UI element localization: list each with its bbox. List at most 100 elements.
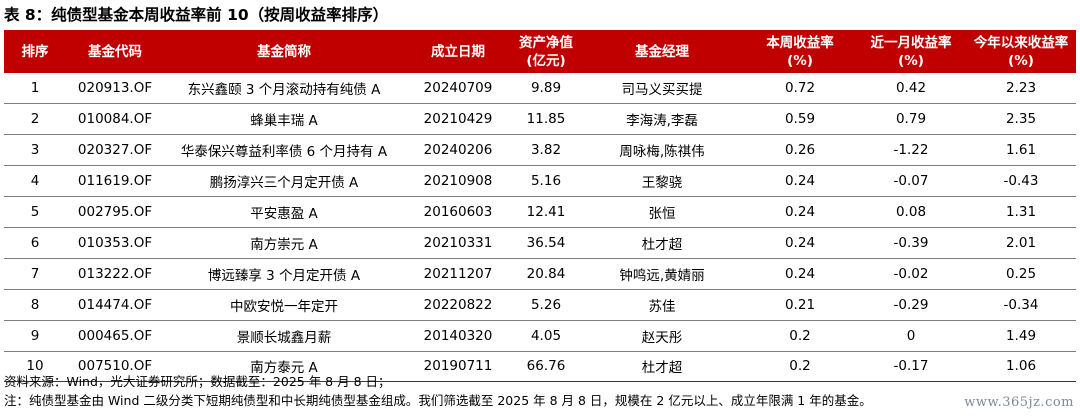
table-cell: 1 bbox=[4, 73, 66, 105]
column-header-unit: (%) bbox=[1008, 52, 1034, 69]
column-header-unit: (%) bbox=[898, 52, 924, 69]
table-cell: 20210429 bbox=[404, 103, 512, 136]
table-body: 1 020913.OF 东兴鑫颐 3 个月滚动持有纯债 A 20240709 9.89 司… bbox=[4, 73, 1076, 383]
table-cell: 博远臻享 3 个月定开债 A bbox=[164, 258, 404, 290]
table-cell: 1.49 bbox=[966, 320, 1076, 352]
table-cell: 000465.OF bbox=[66, 320, 164, 352]
table-row: 1 020913.OF 东兴鑫颐 3 个月滚动持有纯债 A 20240709 9.89 司… bbox=[4, 73, 1076, 105]
table-cell: 020913.OF bbox=[66, 73, 164, 105]
table-cell: 5.16 bbox=[512, 165, 580, 198]
table-cell: 0 bbox=[856, 320, 966, 352]
column-header-label: 本周收益率 bbox=[766, 34, 834, 51]
column-header-label: 近一月收益率 bbox=[870, 34, 952, 51]
footnote: 注：纯债型基金由 Wind 二级分类下短期纯债型和中长期纯债型基金组成。我们筛选… bbox=[4, 393, 872, 408]
table-cell: 10 bbox=[4, 351, 66, 383]
table-cell: -0.43 bbox=[966, 165, 1076, 198]
table-title: 表 8：纯债型基金本周收益率前 10（按周收益率排序） bbox=[4, 6, 389, 24]
column-header-unit: (亿元) bbox=[526, 52, 566, 69]
table-row: 5 002795.OF 平安惠盈 A 20160603 12.41 张恒 0.24 0.08 1… bbox=[4, 196, 1076, 228]
column-header: 基金代码 bbox=[66, 30, 164, 73]
table-cell: 0.59 bbox=[744, 103, 856, 136]
column-header-label: 基金代码 bbox=[88, 43, 142, 60]
table-cell: 66.76 bbox=[512, 351, 580, 383]
source-note: 资料来源：Wind，光大证券研究所；数据截至：2025 年 8 月 8 日； bbox=[4, 374, 391, 389]
column-header-label: 今年以来收益率 bbox=[973, 34, 1069, 51]
table-cell: 5.26 bbox=[512, 289, 580, 321]
table-cell: 010353.OF bbox=[66, 227, 164, 259]
table-cell: 9 bbox=[4, 320, 66, 352]
table-cell: 014474.OF bbox=[66, 289, 164, 321]
table-row: 2 010084.OF 蜂巢丰瑞 A 20210429 11.85 李海涛,李磊 0.59 0… bbox=[4, 103, 1076, 136]
table-cell: 杜才超 bbox=[580, 351, 744, 383]
column-header-unit: (%) bbox=[787, 52, 813, 69]
table-cell: 2 bbox=[4, 103, 66, 136]
table-cell: 0.79 bbox=[856, 103, 966, 136]
table-row: 4 011619.OF 鹏扬淳兴三个月定开债 A 20210908 5.16 王黎骁 0.2… bbox=[4, 165, 1076, 198]
table-cell: 中欧安悦一年定开 bbox=[164, 289, 404, 321]
table-cell: 0.2 bbox=[744, 351, 856, 383]
table-cell: -0.39 bbox=[856, 227, 966, 259]
table-cell: 1.61 bbox=[966, 134, 1076, 167]
table-cell: -1.22 bbox=[856, 134, 966, 167]
table-cell: 36.54 bbox=[512, 227, 580, 259]
table-cell: 011619.OF bbox=[66, 165, 164, 198]
column-header-label: 成立日期 bbox=[431, 43, 485, 60]
table-row: 7 013222.OF 博远臻享 3 个月定开债 A 20211207 20.84 钟鸣远… bbox=[4, 258, 1076, 290]
table-cell: 景顺长城鑫月薪 bbox=[164, 320, 404, 352]
table-cell: 013222.OF bbox=[66, 258, 164, 290]
table-cell: 司马义买买提 bbox=[580, 73, 744, 105]
table-cell: -0.07 bbox=[856, 165, 966, 198]
table-cell: 010084.OF bbox=[66, 103, 164, 136]
table-cell: 华泰保兴尊益利率债 6 个月持有 A bbox=[164, 134, 404, 167]
table-cell: 苏佳 bbox=[580, 289, 744, 321]
table-cell: 李海涛,李磊 bbox=[580, 103, 744, 136]
table-cell: -0.29 bbox=[856, 289, 966, 321]
table-cell: 1.06 bbox=[966, 351, 1076, 383]
table-cell: 020327.OF bbox=[66, 134, 164, 167]
table-cell: 20240709 bbox=[404, 73, 512, 105]
table-cell: 钟鸣远,黄婧丽 bbox=[580, 258, 744, 290]
table-cell: 0.26 bbox=[744, 134, 856, 167]
table-cell: 0.24 bbox=[744, 196, 856, 228]
column-header-label: 基金经理 bbox=[635, 43, 689, 60]
table-cell: 3.82 bbox=[512, 134, 580, 167]
table-cell: 20190711 bbox=[404, 351, 512, 383]
table-notes: 资料来源：Wind，光大证券研究所；数据截至：2025 年 8 月 8 日； 注… bbox=[4, 372, 872, 410]
table-cell: 8 bbox=[4, 289, 66, 321]
table-cell: 1.31 bbox=[966, 196, 1076, 228]
column-header: 本周收益率 (%) bbox=[744, 30, 856, 73]
table-cell: 周咏梅,陈祺伟 bbox=[580, 134, 744, 167]
table-cell: 2.35 bbox=[966, 103, 1076, 136]
table-cell: 蜂巢丰瑞 A bbox=[164, 103, 404, 136]
table-cell: 0.72 bbox=[744, 73, 856, 105]
table-cell: 6 bbox=[4, 227, 66, 259]
column-header: 基金简称 bbox=[164, 30, 404, 73]
table-cell: 20211207 bbox=[404, 258, 512, 290]
table-cell: 20140320 bbox=[404, 320, 512, 352]
table-cell: -0.17 bbox=[856, 351, 966, 383]
table-cell: 南方泰元 A bbox=[164, 351, 404, 383]
table-row: 10 007510.OF 南方泰元 A 20190711 66.76 杜才超 0.2 -0.1… bbox=[4, 351, 1076, 383]
table-cell: 20210908 bbox=[404, 165, 512, 198]
column-header: 资产净值 (亿元) bbox=[512, 30, 580, 73]
table-cell: 002795.OF bbox=[66, 196, 164, 228]
table-cell: 20160603 bbox=[404, 196, 512, 228]
table-cell: 杜才超 bbox=[580, 227, 744, 259]
table-cell: 20220822 bbox=[404, 289, 512, 321]
table-cell: 平安惠盈 A bbox=[164, 196, 404, 228]
table-cell: 2.01 bbox=[966, 227, 1076, 259]
table-row: 8 014474.OF 中欧安悦一年定开 20220822 5.26 苏佳 0.21 -0.2… bbox=[4, 289, 1076, 321]
column-header: 今年以来收益率 (%) bbox=[966, 30, 1076, 73]
table-cell: 7 bbox=[4, 258, 66, 290]
fund-ranking-table: 排序 基金代码 基金简称 成立日期 资产净值 (亿元) 基金经理 本周收益率 (%) 近一月收益率… bbox=[4, 30, 1076, 383]
table-cell: 0.2 bbox=[744, 320, 856, 352]
column-header-label: 基金简称 bbox=[257, 43, 311, 60]
table-cell: 007510.OF bbox=[66, 351, 164, 383]
table-cell: 0.42 bbox=[856, 73, 966, 105]
table-cell: 11.85 bbox=[512, 103, 580, 136]
table-cell: 鹏扬淳兴三个月定开债 A bbox=[164, 165, 404, 198]
table-cell: -0.02 bbox=[856, 258, 966, 290]
table-row: 3 020327.OF 华泰保兴尊益利率债 6 个月持有 A 20240206 3.82… bbox=[4, 134, 1076, 167]
table-cell: 20.84 bbox=[512, 258, 580, 290]
table-cell: 0.25 bbox=[966, 258, 1076, 290]
